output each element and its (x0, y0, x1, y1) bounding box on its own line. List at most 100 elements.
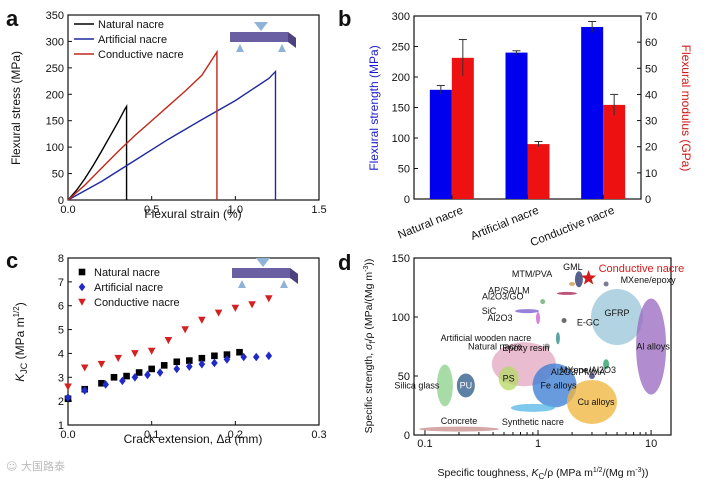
panel-a-ytick-label: 50 (52, 169, 64, 181)
panel-c-point (164, 337, 173, 345)
panel-c-point (110, 373, 118, 381)
panel-b-bar (505, 52, 528, 199)
panel-c-point (265, 295, 273, 303)
panel-b-ytick-right-label: 20 (645, 142, 657, 154)
panel-d-ylabel-end: )) (363, 259, 375, 266)
panel-c-xtick-label: 0.0 (60, 429, 75, 441)
panel-c-point (223, 355, 231, 364)
panel-c-point (131, 350, 139, 358)
panel-d-region-label: Al alloys (636, 342, 670, 352)
panel-d-ylabel-sigma: σ (363, 343, 375, 350)
panel-a-frame (67, 14, 320, 201)
bending-schematic-icon (230, 22, 296, 52)
panel-d-xlabel-k: K (531, 467, 539, 479)
panel-a-ylabel: Flexural stress (MPa) (9, 51, 23, 165)
panel-c-point (156, 368, 164, 377)
panel-d-region-labels: Concrete Silica glass PU Epoxy resin PS Fe al… (394, 262, 684, 427)
panel-a: a 0.0 0.5 1.0 1.5 0 50 100 150 200 250 300 350 Natu… (6, 6, 327, 221)
panel-d-region-label: MTM/PVA (512, 269, 552, 279)
panel-c-point (97, 360, 106, 368)
panel-d-region-label: Natural nacre (468, 342, 522, 352)
panel-c-legend-marker (78, 282, 86, 292)
panel-d-region (603, 359, 610, 370)
panel-b-bar (527, 144, 550, 199)
panel-c-point (80, 364, 89, 372)
panel-c-point (144, 370, 151, 380)
panel-b-ytick-left-label: 200 (392, 72, 410, 84)
panel-d-region (540, 299, 546, 305)
panel-c-point (186, 362, 193, 371)
panel-d-region-label: E-GC (577, 318, 600, 328)
panel-a-ticks: 0.0 0.5 1.0 1.5 0 50 100 150 200 250 300 350 (46, 10, 327, 216)
panel-b-ytick-right-label: 30 (645, 116, 657, 128)
panel-a-ytick-label: 0 (58, 195, 64, 207)
panel-c-ytick-label: 5 (58, 325, 64, 337)
panel-c-point (186, 357, 193, 364)
panel-a-series-line (67, 104, 128, 201)
panel-d-xlabel-mid: /ρ (MPa m (544, 467, 593, 479)
panel-d-region (555, 332, 560, 345)
panel-a-lines (67, 49, 277, 201)
panel-d-xlabel: Specific toughness, KC/ρ (MPa m1/2/(Mg m… (438, 467, 649, 481)
panel-b-bar (451, 57, 474, 200)
panel-c-point (198, 359, 206, 369)
panel-d-regions (418, 271, 667, 432)
panel-d-xlabel-sup1: 1/2 (593, 467, 603, 474)
panel-c-point (211, 358, 218, 368)
panel-d-region (574, 271, 583, 288)
panel-c-point (147, 347, 156, 355)
panel-b-ticks: 0 50 100 150 200 250 300 0 10 20 30 40 50 60 70 (392, 11, 658, 206)
panel-d-region (556, 291, 577, 295)
panel-a-ytick-label: 100 (46, 142, 64, 154)
panel-d-region-label: MXene/epoxy (621, 275, 677, 285)
panel-a-ytick-label: 150 (46, 116, 64, 128)
panel-b-category-labels: Natural nacre Artificial nacreConductive … (396, 205, 616, 250)
panel-d-ytick-label: 50 (398, 371, 410, 383)
panel-d-region (536, 312, 541, 325)
panel-c-point (248, 301, 256, 309)
panel-c-ytick-label: 7 (58, 277, 64, 289)
panel-c-ytick-label: 3 (58, 372, 64, 384)
panel-c-point (81, 386, 89, 395)
panel-d-region-label: SiC (482, 306, 497, 316)
panel-c-point (173, 358, 181, 366)
panel-d-region (532, 363, 577, 408)
panel-d-xtick-label: 1 (535, 438, 541, 450)
panel-d-ylabel-mid: /ρ (MPa/(Mg m (363, 272, 375, 342)
panel-b-ytick-right-label: 10 (645, 168, 657, 180)
panel-c-xtick-label: 0.3 (311, 429, 326, 441)
panel-d-frame (413, 257, 672, 436)
panel-a-ytick-label: 350 (46, 10, 64, 22)
panel-a-legend-label: Conductive nacre (98, 49, 184, 61)
panel-c-ytick-label: 1 (58, 420, 64, 432)
watermark: ☺ 大国路泰 (6, 460, 65, 473)
panel-c-legend: Natural nacre Artificial nacre Conductive … (78, 267, 180, 309)
panel-d-region (603, 281, 609, 287)
panel-c-ytick-label: 8 (58, 253, 64, 265)
panel-c-point (214, 309, 223, 317)
panel-c-point (198, 354, 206, 362)
panel-c-point (265, 351, 273, 361)
panel-a-legend: Natural nacre Artificial nacre Conductive … (74, 19, 184, 61)
panel-c-ytick-label: 4 (58, 348, 64, 360)
panel-a-ytick-label: 250 (46, 63, 64, 75)
panel-a-xtick-label: 0.0 (60, 204, 75, 216)
panel-c-frame (67, 257, 320, 426)
panel-d-ytick-label: 150 (392, 253, 410, 265)
panel-d-region-label: MXene/Al2O3 (560, 365, 616, 375)
panel-d-region (510, 403, 555, 412)
panel-c-point (131, 372, 139, 382)
panel-a-xtick-label: 1.0 (228, 204, 243, 216)
panel-d-letter: d (338, 250, 351, 275)
panel-c-xtick-label: 0.1 (144, 429, 159, 441)
panel-b-ytick-left-label: 300 (392, 11, 410, 23)
panel-c-legend-label: Conductive nacre (94, 297, 180, 309)
panel-c-point (223, 351, 231, 358)
panel-b-bar (603, 104, 626, 199)
panel-d-region-label: Artificial wooden nacre (441, 333, 532, 343)
panel-b-letter: b (338, 6, 351, 31)
panel-d-region (543, 343, 550, 350)
panel-a-series-line (67, 49, 218, 201)
panel-c-point (98, 379, 105, 387)
panel-d-xlabel-sup2: -3 (635, 467, 641, 474)
